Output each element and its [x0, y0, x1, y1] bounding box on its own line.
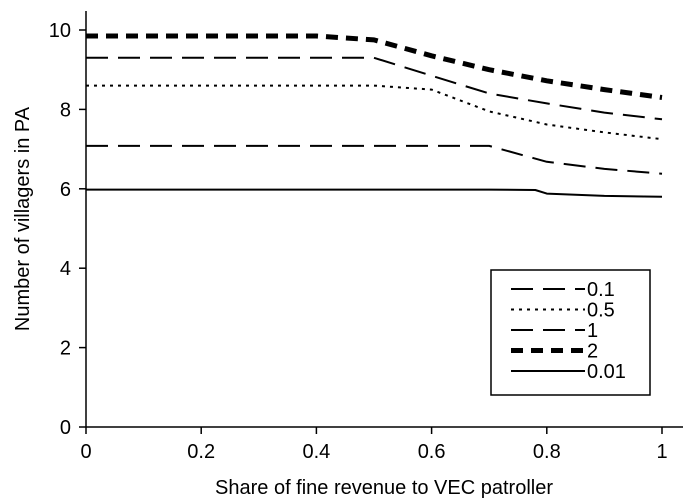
y-tick-label: 8 — [60, 99, 71, 121]
y-tick-label: 6 — [60, 179, 71, 201]
x-tick-label: 1 — [656, 441, 667, 463]
legend-label-2: 2 — [587, 341, 598, 363]
series-line-0.5 — [86, 84, 663, 141]
legend-label-0.1: 0.1 — [587, 279, 615, 301]
legend-label-1: 1 — [587, 320, 598, 342]
y-axis-title: Number of villagers in PA — [12, 106, 34, 331]
x-tick-label: 0.4 — [302, 441, 330, 463]
x-tick-label: 0.6 — [418, 441, 446, 463]
x-tick-label: 0.2 — [187, 441, 215, 463]
y-tick-label: 2 — [60, 338, 71, 360]
y-tick-label: 4 — [60, 258, 71, 280]
x-ticks: 0 0.2 0.4 0.6 0.8 1 — [80, 427, 668, 463]
x-tick-label: 0.8 — [533, 441, 561, 463]
legend-label-0.5: 0.5 — [587, 300, 615, 322]
axes — [85, 11, 683, 428]
series-line-1 — [86, 56, 663, 121]
series-line-2 — [86, 33, 663, 100]
series-line-0.01 — [86, 188, 663, 198]
series-line-0.1 — [86, 144, 663, 175]
x-tick-label: 0 — [80, 441, 91, 463]
x-axis-title: Share of fine revenue to VEC patroller — [215, 477, 553, 499]
legend-label-0.01: 0.01 — [587, 361, 626, 383]
y-tick-label: 0 — [60, 417, 71, 439]
y-tick-label: 10 — [49, 20, 71, 42]
y-ticks: 0 2 4 6 8 10 — [49, 20, 86, 439]
legend-box — [490, 269, 651, 396]
plot-lines — [86, 33, 663, 198]
